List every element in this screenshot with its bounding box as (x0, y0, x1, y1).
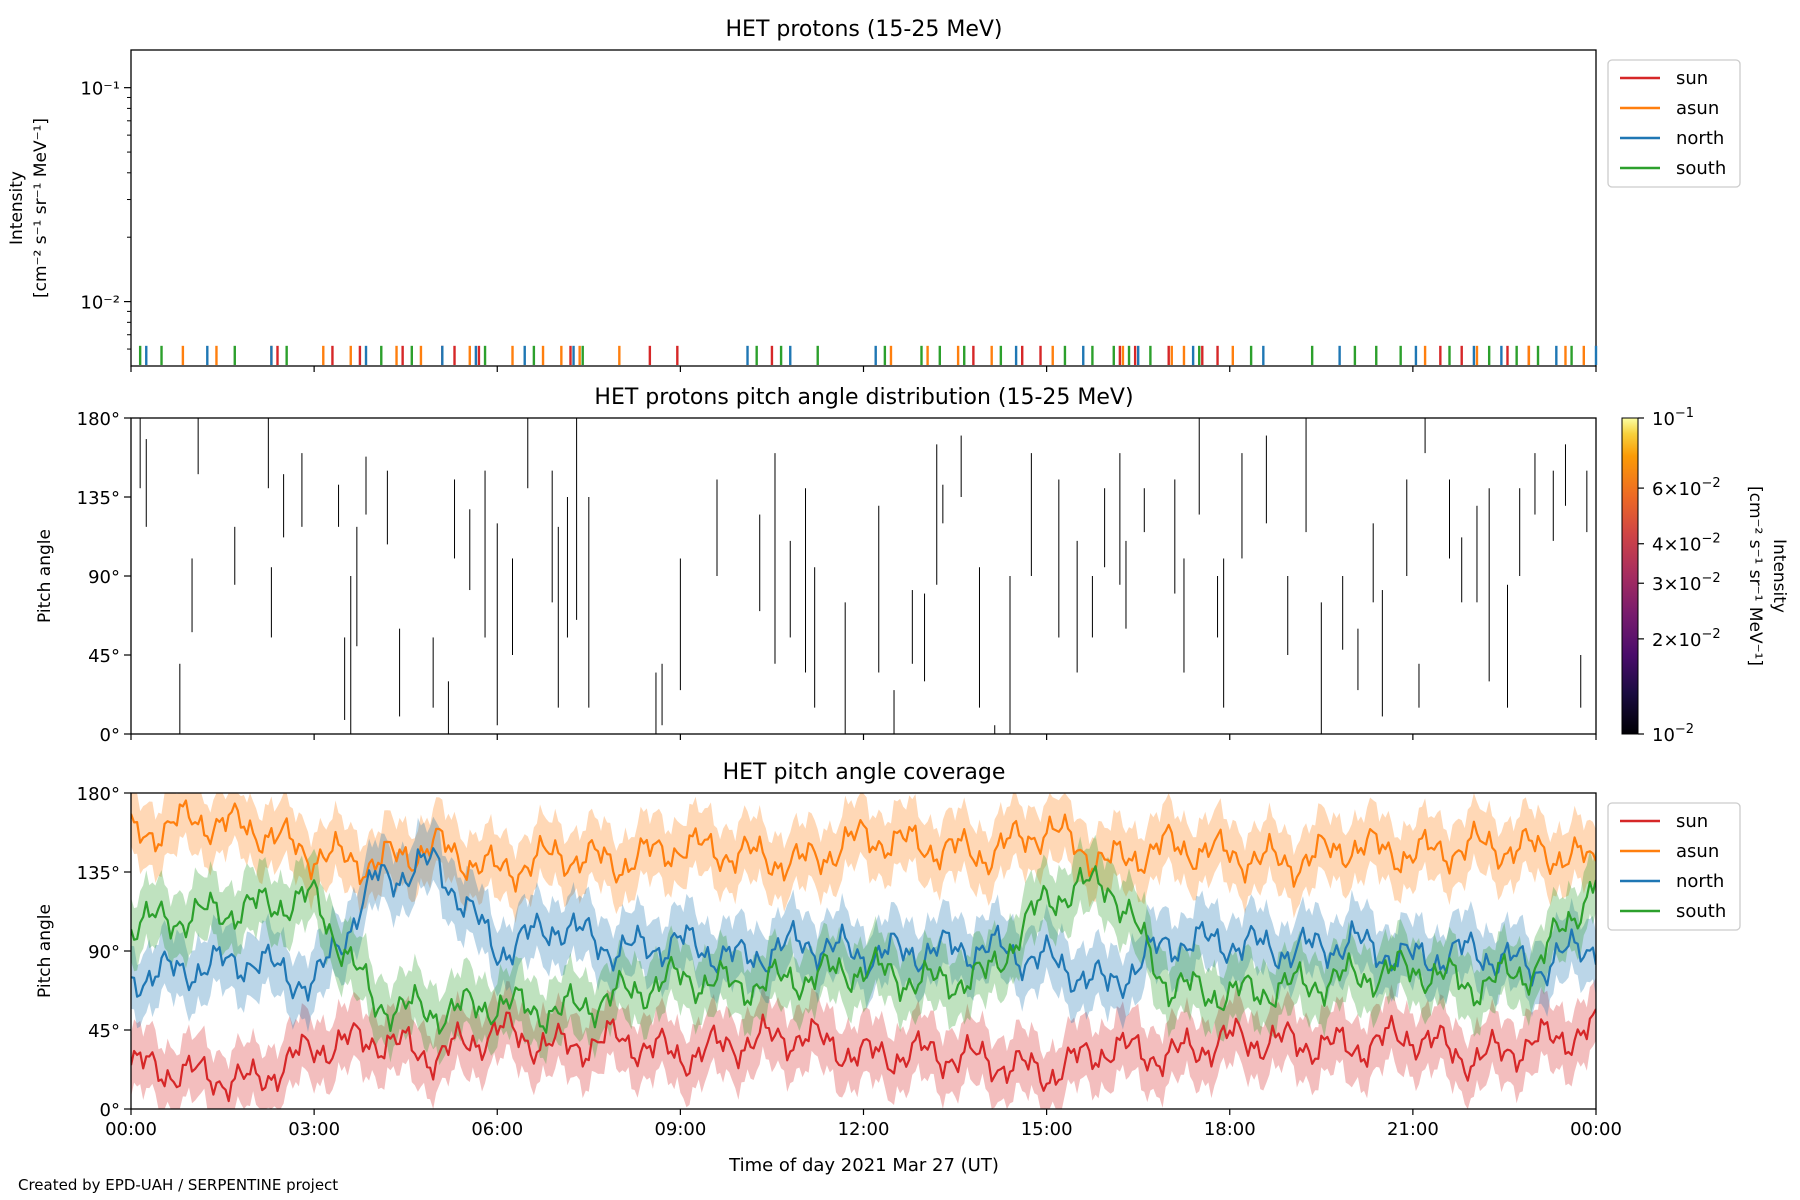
panel1-legend: sun asun north south (1607, 59, 1741, 188)
coverage-band-asun (131, 793, 1596, 924)
colorbar-label-units: [cm⁻² s⁻¹ sr⁻¹ MeV⁻¹] (1745, 486, 1765, 666)
y-tick-label: 180° (77, 784, 120, 805)
panel1-title: HET protons (15-25 MeV) (726, 17, 1003, 42)
y-tick-label: 135° (77, 488, 120, 509)
x-tick-label: 00:00 (1570, 1119, 1622, 1140)
panel3-xticks: 00:00 03:00 06:00 09:00 12:00 15:00 18:00 21:00… (105, 1109, 1622, 1140)
x-tick-label: 03:00 (288, 1119, 340, 1140)
colorbar-tick-label: 2×10−2 (1652, 627, 1721, 651)
panel-pad: HET protons pitch angle distribution (15… (35, 385, 1789, 746)
y-tick-label: 45° (88, 1021, 120, 1042)
y-tick-label: 0° (100, 1100, 120, 1121)
y-tick-label: 90° (88, 567, 120, 588)
colorbar (1621, 417, 1639, 735)
legend-label-asun: asun (1676, 841, 1719, 862)
legend-label-south: south (1676, 901, 1726, 922)
panel1-xticks (130, 366, 1597, 372)
x-tick-label: 12:00 (838, 1119, 890, 1140)
panel1-marks (138, 345, 1598, 365)
panel2-yticks: 0° 45° 90° 135° 180° (77, 409, 131, 746)
y-tick-label: 90° (88, 942, 120, 963)
legend-label-sun: sun (1676, 811, 1708, 832)
panel2-title: HET protons pitch angle distribution (15… (594, 385, 1133, 410)
legend-label-asun: asun (1676, 98, 1719, 119)
y-tick-label: 0° (100, 725, 120, 746)
panel3-ylabel: Pitch angle (35, 904, 55, 998)
coverage-band-south (131, 834, 1596, 1066)
legend-label-north: north (1676, 871, 1724, 892)
coverage-line-north (131, 847, 1596, 1002)
x-tick-label: 21:00 (1387, 1119, 1439, 1140)
panel-intensity: HET protons (15-25 MeV) 10⁻¹ 10⁻² Intensi… (7, 17, 1741, 372)
coverage-band-north (131, 816, 1596, 1033)
coverage-line-sun (131, 1008, 1596, 1103)
panel1-yticks: 10⁻¹ 10⁻² (80, 79, 131, 350)
legend-label-north: north (1676, 128, 1724, 149)
panel1-axes-frame (130, 49, 1597, 367)
panel3-yticks: 0° 45° 90° 135° 180° (77, 784, 131, 1121)
colorbar-tick-label: 3×10−2 (1652, 571, 1721, 595)
panel1-ylabel: Intensity (7, 171, 27, 245)
y-tick-label: 180° (77, 409, 120, 430)
x-tick-label: 06:00 (471, 1119, 523, 1140)
panel2-xticks (130, 734, 1597, 740)
panel1-legend-box (1607, 59, 1741, 188)
x-tick-label: 00:00 (105, 1119, 157, 1140)
panel2-ylabel: Pitch angle (35, 529, 55, 623)
y-tick-label: 45° (88, 646, 120, 667)
legend-label-south: south (1676, 158, 1726, 179)
x-tick-label: 15:00 (1021, 1119, 1073, 1140)
credit-footer: Created by EPD-UAH / SERPENTINE project (18, 1176, 339, 1194)
panel-coverage: HET pitch angle coverage 0° 45° 90° 135° 180… (35, 760, 1741, 1176)
panel3-title: HET pitch angle coverage (723, 760, 1006, 785)
panel3-marks (131, 793, 1596, 1109)
panel3-xlabel: Time of day 2021 Mar 27 (UT) (728, 1155, 999, 1176)
x-tick-label: 09:00 (654, 1119, 706, 1140)
panel1-ylabel-units: [cm⁻² s⁻¹ sr⁻¹ MeV⁻¹] (31, 118, 51, 298)
legend-label-sun: sun (1676, 68, 1708, 89)
y-tick-label: 135° (77, 863, 120, 884)
y-tick-label: 10⁻² (80, 293, 120, 314)
colorbar-tick-label: 10−1 (1652, 406, 1694, 430)
panel3-legend-box (1607, 802, 1741, 931)
y-tick-label: 10⁻¹ (80, 79, 120, 100)
panel3-legend: sun asun north south (1607, 802, 1741, 931)
colorbar-tick-label: 10−2 (1652, 722, 1694, 746)
colorbar-tick-label: 4×10−2 (1652, 532, 1721, 556)
colorbar-ticks: 10−1 6×10−2 4×10−2 3×10−2 2×10−2 10−2 (1638, 406, 1721, 746)
x-tick-label: 18:00 (1204, 1119, 1256, 1140)
colorbar-label: Intensity (1769, 539, 1789, 613)
panel2-marks (139, 418, 1597, 734)
coverage-line-south (131, 865, 1596, 1035)
colorbar-tick-label: 6×10−2 (1652, 476, 1721, 500)
